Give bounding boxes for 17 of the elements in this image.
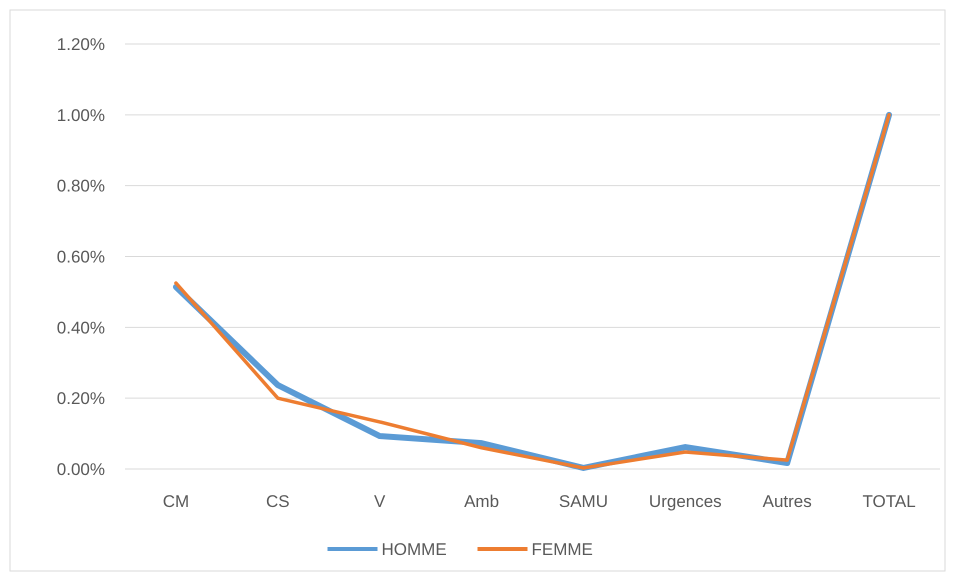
legend-label: FEMME bbox=[532, 540, 593, 559]
y-tick-label: 0.00% bbox=[56, 460, 105, 479]
legend-label: HOMME bbox=[382, 540, 447, 559]
y-tick-label: 0.60% bbox=[56, 247, 105, 266]
x-tick-label: Autres bbox=[762, 492, 812, 511]
x-tick-label: V bbox=[374, 492, 386, 511]
y-tick-label: 1.00% bbox=[56, 106, 105, 125]
y-tick-label: 0.40% bbox=[56, 318, 105, 338]
y-tick-label: 0.20% bbox=[56, 389, 105, 408]
x-tick-label: Amb bbox=[464, 492, 500, 511]
x-tick-label: CM bbox=[162, 492, 190, 511]
y-tick-label: 1.20% bbox=[56, 34, 105, 54]
x-tick-label: SAMU bbox=[558, 492, 608, 511]
x-tick-label: Urgences bbox=[648, 492, 722, 511]
x-tick-label: TOTAL bbox=[862, 492, 916, 511]
y-tick-label: 0.80% bbox=[56, 176, 105, 196]
x-tick-label: CS bbox=[266, 492, 290, 511]
